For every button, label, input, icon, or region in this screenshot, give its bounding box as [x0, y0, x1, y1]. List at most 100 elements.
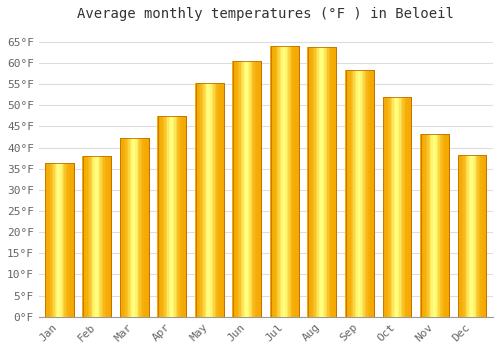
- Bar: [270, 46, 299, 317]
- Bar: [432, 134, 433, 317]
- Bar: [332, 47, 333, 317]
- Bar: [372, 70, 373, 317]
- Bar: [219, 83, 220, 317]
- Bar: [400, 97, 401, 317]
- Bar: [240, 61, 241, 317]
- Bar: [90, 156, 92, 317]
- Bar: [172, 116, 173, 317]
- Bar: [434, 134, 436, 317]
- Bar: [484, 155, 486, 317]
- Bar: [60, 163, 62, 317]
- Bar: [168, 116, 170, 317]
- Bar: [318, 47, 320, 317]
- Bar: [166, 116, 167, 317]
- Bar: [94, 156, 95, 317]
- Bar: [428, 134, 430, 317]
- Bar: [384, 97, 386, 317]
- Bar: [53, 163, 54, 317]
- Bar: [46, 163, 74, 317]
- Bar: [196, 83, 224, 317]
- Bar: [458, 155, 459, 317]
- Bar: [68, 163, 70, 317]
- Bar: [120, 138, 148, 317]
- Bar: [463, 155, 464, 317]
- Bar: [369, 70, 370, 317]
- Bar: [70, 163, 71, 317]
- Bar: [291, 46, 292, 317]
- Bar: [290, 46, 291, 317]
- Bar: [49, 163, 50, 317]
- Bar: [241, 61, 242, 317]
- Bar: [120, 138, 121, 317]
- Bar: [278, 46, 280, 317]
- Bar: [62, 163, 63, 317]
- Bar: [126, 138, 127, 317]
- Bar: [424, 134, 426, 317]
- Bar: [67, 163, 68, 317]
- Bar: [274, 46, 276, 317]
- Bar: [478, 155, 480, 317]
- Bar: [355, 70, 356, 317]
- Bar: [281, 46, 282, 317]
- Bar: [483, 155, 484, 317]
- Bar: [349, 70, 350, 317]
- Bar: [236, 61, 238, 317]
- Bar: [354, 70, 355, 317]
- Bar: [296, 46, 298, 317]
- Bar: [295, 46, 296, 317]
- Bar: [359, 70, 360, 317]
- Bar: [423, 134, 424, 317]
- Bar: [430, 134, 432, 317]
- Bar: [474, 155, 476, 317]
- Bar: [270, 46, 299, 317]
- Bar: [352, 70, 354, 317]
- Bar: [46, 163, 74, 317]
- Bar: [210, 83, 212, 317]
- Bar: [470, 155, 472, 317]
- Bar: [422, 134, 423, 317]
- Bar: [56, 163, 58, 317]
- Bar: [234, 61, 235, 317]
- Bar: [360, 70, 362, 317]
- Bar: [308, 47, 336, 317]
- Bar: [388, 97, 390, 317]
- Bar: [444, 134, 446, 317]
- Bar: [326, 47, 327, 317]
- Title: Average monthly temperatures (°F ) in Beloeil: Average monthly temperatures (°F ) in Be…: [78, 7, 454, 21]
- Bar: [244, 61, 245, 317]
- Bar: [440, 134, 441, 317]
- Bar: [222, 83, 223, 317]
- Bar: [124, 138, 126, 317]
- Bar: [158, 116, 186, 317]
- Bar: [255, 61, 256, 317]
- Bar: [178, 116, 180, 317]
- Bar: [72, 163, 73, 317]
- Bar: [386, 97, 387, 317]
- Bar: [176, 116, 177, 317]
- Bar: [421, 134, 449, 317]
- Bar: [442, 134, 444, 317]
- Bar: [256, 61, 258, 317]
- Bar: [391, 97, 392, 317]
- Bar: [198, 83, 199, 317]
- Bar: [272, 46, 274, 317]
- Bar: [109, 156, 110, 317]
- Bar: [272, 46, 273, 317]
- Bar: [469, 155, 470, 317]
- Bar: [466, 155, 468, 317]
- Bar: [128, 138, 130, 317]
- Bar: [482, 155, 483, 317]
- Bar: [202, 83, 203, 317]
- Bar: [163, 116, 164, 317]
- Bar: [127, 138, 128, 317]
- Bar: [405, 97, 406, 317]
- Bar: [106, 156, 108, 317]
- Bar: [122, 138, 124, 317]
- Bar: [95, 156, 96, 317]
- Bar: [44, 163, 46, 317]
- Bar: [162, 116, 163, 317]
- Bar: [356, 70, 358, 317]
- Bar: [144, 138, 145, 317]
- Bar: [136, 138, 138, 317]
- Bar: [98, 156, 99, 317]
